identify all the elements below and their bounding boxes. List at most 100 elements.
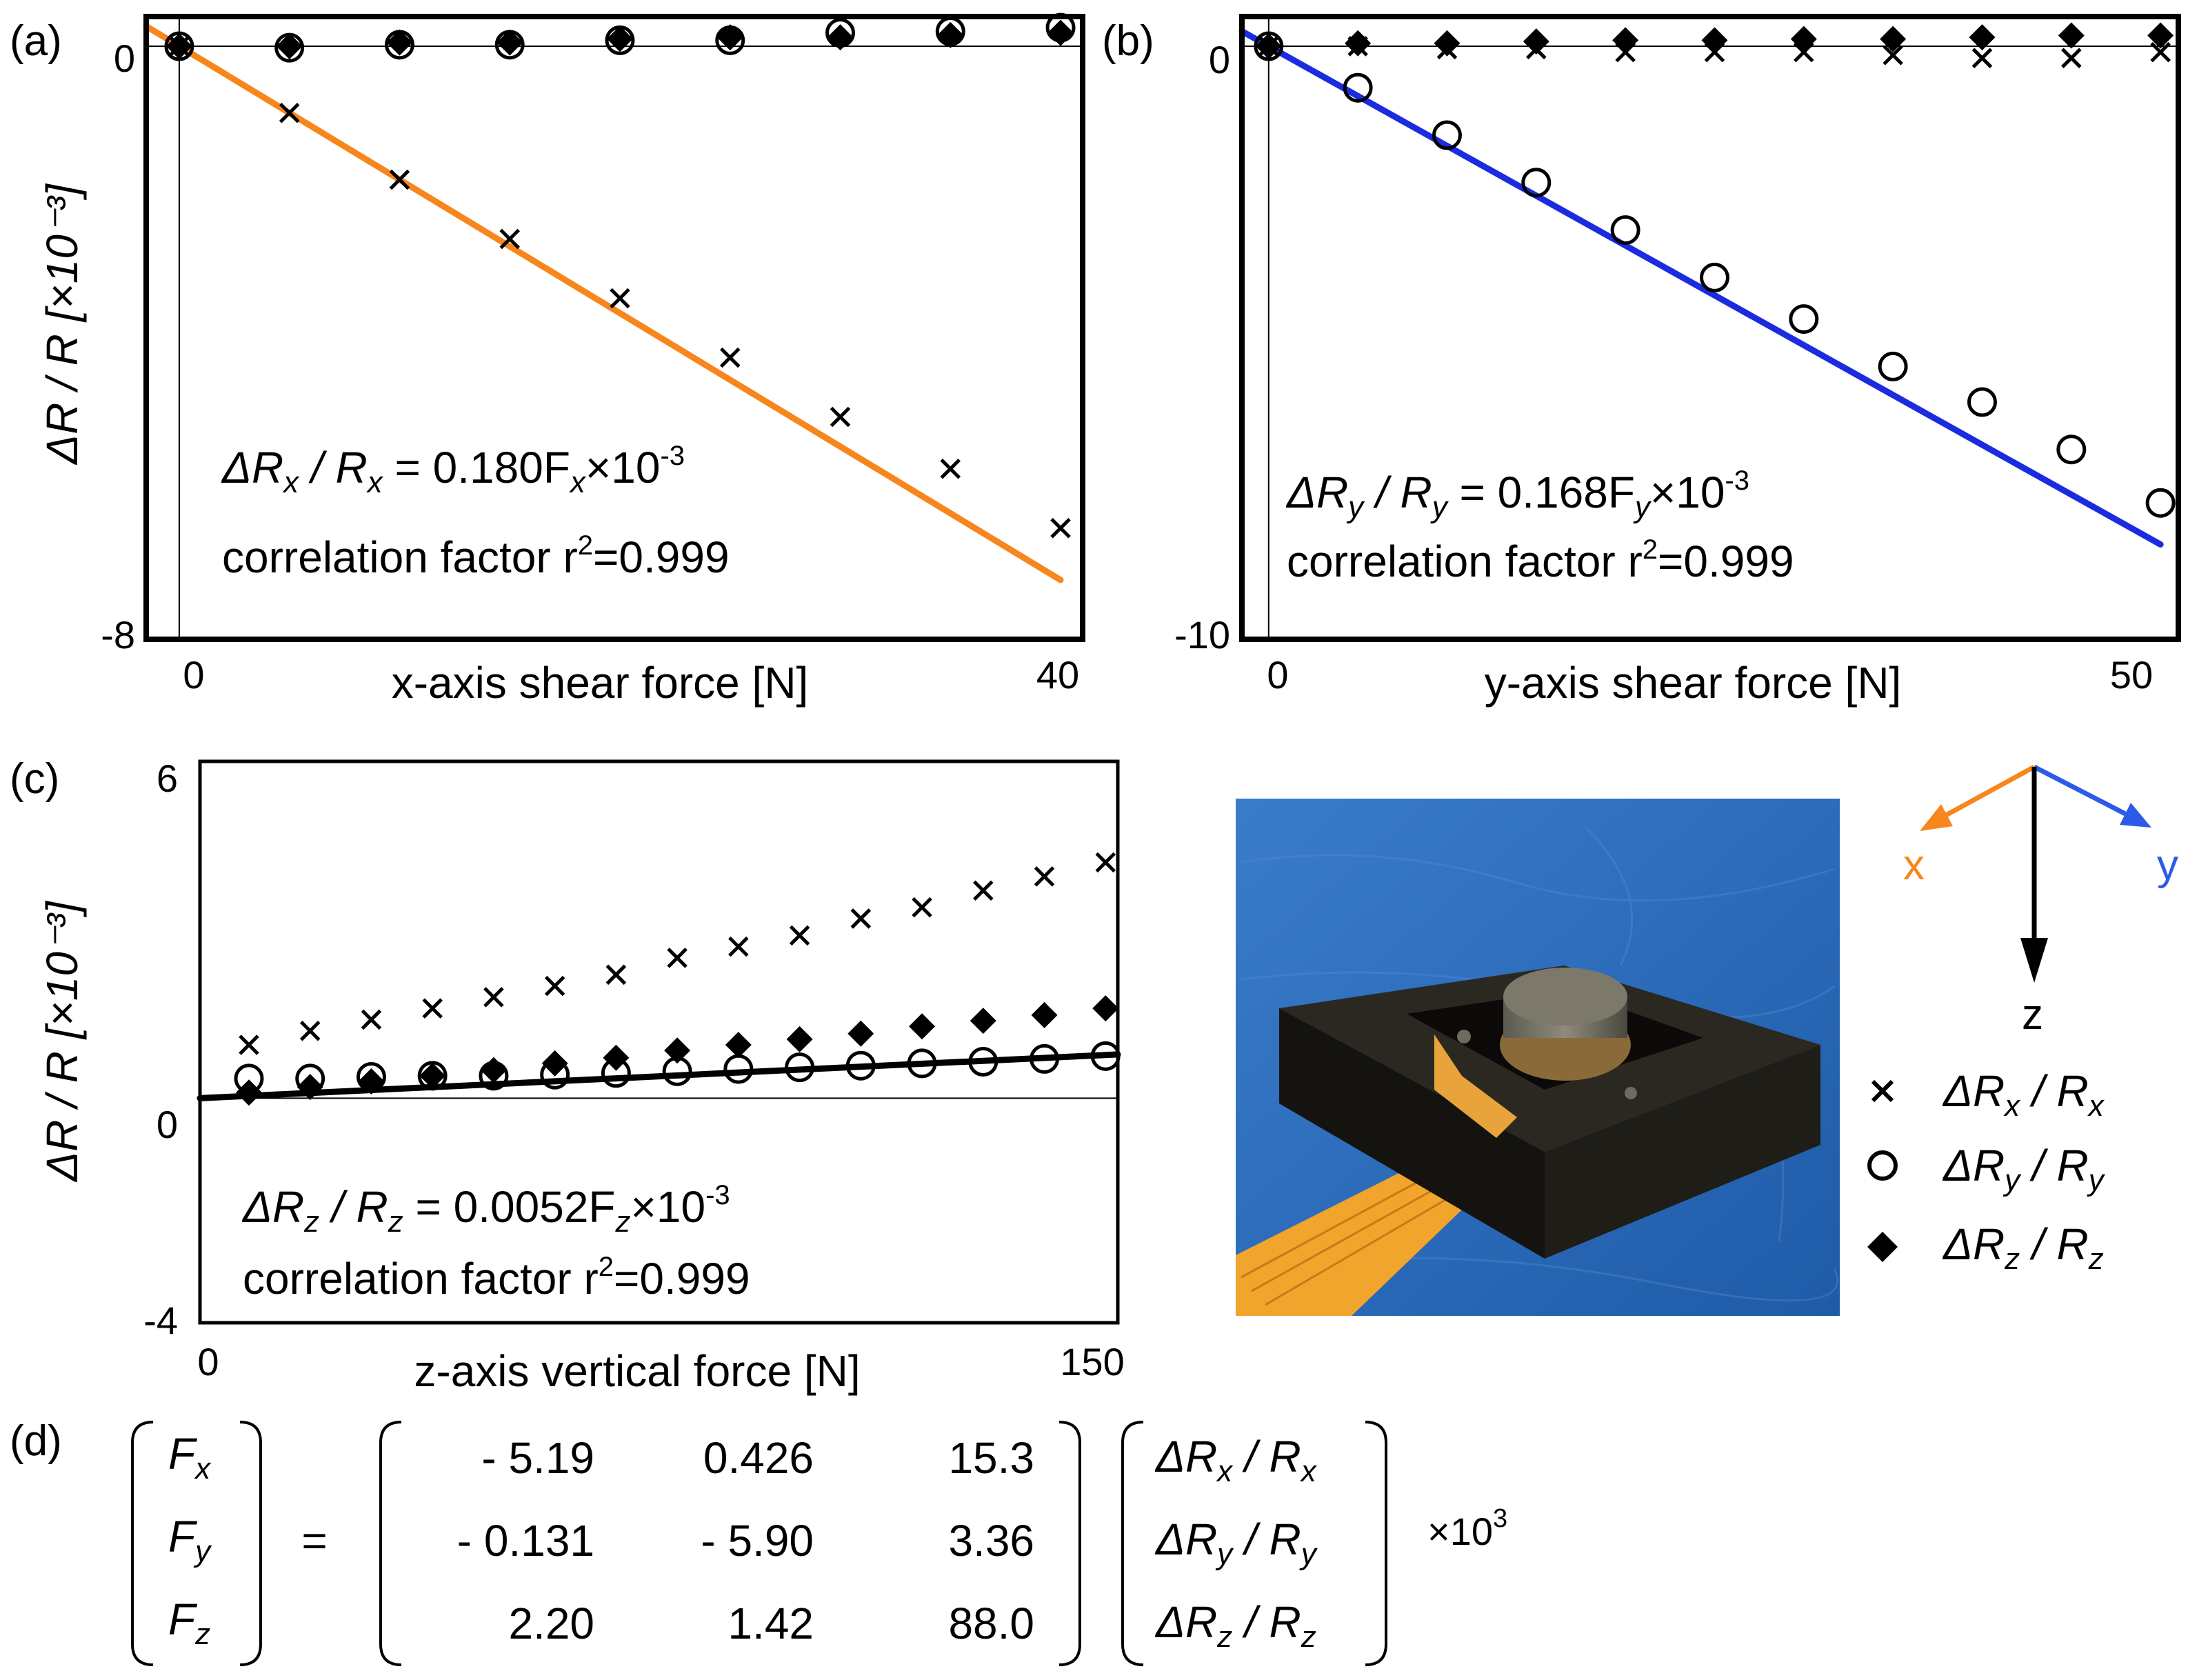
marker-circle xyxy=(845,1050,876,1081)
legend-item-z: ΔRz / Rz xyxy=(1867,1219,2104,1276)
scale-factor: ×103 xyxy=(1427,1504,1507,1553)
plot-b-xlabel: y-axis shear force [N] xyxy=(1485,658,1902,708)
photo-sensor-pin xyxy=(1457,1030,1471,1043)
plot-a-ylabel: ΔR / R [×10⁻³] xyxy=(37,183,87,466)
marker-circle xyxy=(907,1048,937,1079)
plot-b-xtick-right: 50 xyxy=(2110,653,2153,697)
marker-diamond xyxy=(1612,27,1639,54)
y-axis-arrow-head xyxy=(2120,803,2151,828)
lhs-vector-brackets xyxy=(131,1421,262,1666)
marker-diamond xyxy=(1523,28,1549,55)
legend-marker-y xyxy=(1867,1150,1898,1181)
rhs-dr-x: ΔRx / Rx xyxy=(1154,1432,1318,1488)
marker-x xyxy=(605,964,627,986)
marker-x xyxy=(1095,852,1116,873)
marker-diamond xyxy=(297,1074,323,1101)
marker-circle xyxy=(2145,488,2176,518)
marker-x-stroke xyxy=(912,897,932,918)
plot-c-xlabel: z-axis vertical force [N] xyxy=(414,1346,860,1396)
marker-x-stroke xyxy=(1095,852,1116,873)
y-axis-arrow-shaft xyxy=(2033,764,2127,817)
marker-x-stroke xyxy=(2150,41,2171,63)
panel-a-label: (a) xyxy=(10,17,62,65)
marker-x-stroke xyxy=(605,964,627,986)
marker-x xyxy=(719,347,741,368)
marker-x-stroke xyxy=(1883,45,1903,66)
plot-c-ylabel: ΔR / R [×10⁻³] xyxy=(37,901,87,1183)
marker-diamond xyxy=(480,1057,507,1083)
marker-diamond xyxy=(358,1068,385,1094)
marker-circle xyxy=(1699,262,1729,292)
plot-a-ytick-top: 0 xyxy=(114,37,135,80)
plot-b-frame xyxy=(1239,14,2181,642)
panel-d: (d) Fx Fy Fz = - 5.19 0.426 15.3 - 0.131… xyxy=(10,1417,1507,1666)
marker-x-stroke xyxy=(1971,48,1993,68)
marker-circle xyxy=(1610,215,1640,246)
marker-x-stroke xyxy=(667,948,687,968)
marker-x-stroke xyxy=(422,998,443,1019)
marker-diamond xyxy=(847,1020,874,1047)
photo-sensor-pin xyxy=(1625,1087,1637,1099)
plot-c-ytick-top: 6 xyxy=(157,757,178,800)
marker-x-stroke xyxy=(973,880,994,901)
matrix-cell: 3.36 xyxy=(948,1516,1034,1566)
axes-diagram: x y z xyxy=(1903,764,2178,1039)
plot-c-xtick-left: 0 xyxy=(197,1340,219,1383)
plot-c-marks xyxy=(197,852,1121,1106)
marker-x-stroke xyxy=(728,936,749,957)
marker-diamond xyxy=(2058,22,2085,49)
lhs-fx: Fx xyxy=(168,1429,212,1486)
marker-x xyxy=(422,998,443,1019)
marker-diamond xyxy=(276,33,303,59)
plot-b-ytick-top: 0 xyxy=(1209,38,1230,81)
plot-a-marks xyxy=(143,12,1083,639)
marker-circle xyxy=(968,1046,998,1077)
marker-diamond xyxy=(496,29,523,56)
plot-a-frame xyxy=(143,14,1085,642)
marker-circle xyxy=(1030,1043,1060,1074)
marker-circle xyxy=(1789,304,1819,334)
marker-diamond xyxy=(606,26,633,52)
plot-b-ytick-bottom: -10 xyxy=(1174,613,1230,657)
marker-circle xyxy=(2056,434,2087,465)
equals-sign: = xyxy=(301,1516,327,1566)
marker-x-stroke xyxy=(610,288,630,309)
photo-sensor-side-right xyxy=(1545,1045,1820,1259)
marker-x xyxy=(973,880,994,901)
marker-diamond xyxy=(386,29,413,56)
marker-x xyxy=(1883,45,1903,66)
marker-diamond xyxy=(1345,30,1372,57)
marker-x xyxy=(940,458,961,479)
photo-sensor-side-left xyxy=(1279,1008,1545,1259)
matrix-cell: - 5.90 xyxy=(701,1516,814,1566)
marker-x-stroke xyxy=(1034,866,1055,887)
marker-x xyxy=(830,406,851,428)
plot-a-equation: ΔRx / Rx = 0.180Fx×10-3 xyxy=(221,441,685,499)
marker-x-stroke xyxy=(499,228,520,250)
plot-b-marks xyxy=(1238,17,2178,639)
marker-diamond xyxy=(603,1044,630,1071)
marker-x xyxy=(499,228,520,250)
plot-a-xtick-right: 40 xyxy=(1036,653,1079,697)
rhs-dr-y: ΔRy / Ry xyxy=(1154,1514,1318,1571)
photo-flex-cable xyxy=(1236,1152,1479,1316)
marker-x xyxy=(850,908,872,929)
marker-diamond xyxy=(165,33,192,59)
panel-d-label: (d) xyxy=(10,1417,62,1465)
marker-x xyxy=(2061,48,2082,68)
panel-c: (c) 6 0 -4 0 150 z-axis vertical force [… xyxy=(10,755,1125,1396)
marker-x xyxy=(912,897,932,918)
marker-diamond xyxy=(937,21,964,48)
marker-diamond xyxy=(541,1050,568,1077)
legend-marker-z xyxy=(1867,1232,1898,1262)
legend-label-y: ΔRy / Ry xyxy=(1942,1141,2106,1197)
matrix-cells: - 5.19 0.426 15.3 - 0.131 - 5.90 3.36 2.… xyxy=(457,1433,1034,1648)
plot-a-correlation: correlation factor r2=0.999 xyxy=(222,530,730,582)
marker-circle xyxy=(785,1052,815,1083)
legend-item-x: ΔRx / Rx xyxy=(1871,1066,2105,1123)
marker-diamond xyxy=(970,1008,996,1034)
matrix-cell: 2.20 xyxy=(508,1599,594,1648)
matrix-cell: - 0.131 xyxy=(457,1516,594,1566)
marker-circle xyxy=(1967,387,1997,417)
